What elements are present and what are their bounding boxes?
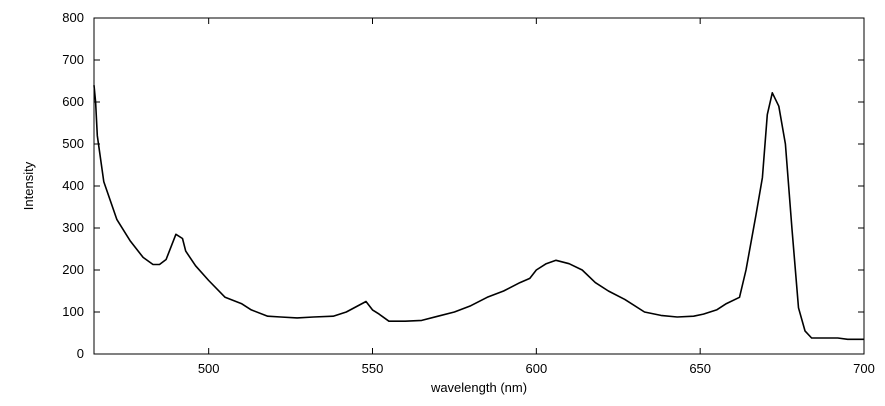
plot-border — [93, 17, 865, 355]
y-tick-label: 100 — [62, 304, 84, 319]
x-tick-label: 650 — [689, 361, 711, 376]
y-tick-label: 300 — [62, 220, 84, 235]
y-tick-label: 700 — [62, 52, 84, 67]
x-tick-label: 500 — [198, 361, 220, 376]
y-axis-label: Intensity — [21, 161, 36, 210]
x-tick-label: 700 — [853, 361, 875, 376]
series-line — [93, 85, 864, 341]
y-tick-label: 800 — [62, 10, 84, 25]
x-axis-label: wavelength (nm) — [430, 380, 527, 395]
y-tick-label: 400 — [62, 178, 84, 193]
y-tick-label: 500 — [62, 136, 84, 151]
y-tick-label: 600 — [62, 94, 84, 109]
series-layer — [93, 85, 864, 341]
y-tick-label: 200 — [62, 262, 84, 277]
plot-frame — [93, 17, 865, 355]
x-axis-ticks: 500 550 600 650 700 — [198, 18, 875, 376]
x-tick-label: 600 — [525, 361, 547, 376]
y-axis-ticks: 0 100 200 300 400 500 600 700 800 — [62, 10, 864, 361]
x-tick-label: 550 — [362, 361, 384, 376]
y-tick-label: 0 — [77, 346, 84, 361]
